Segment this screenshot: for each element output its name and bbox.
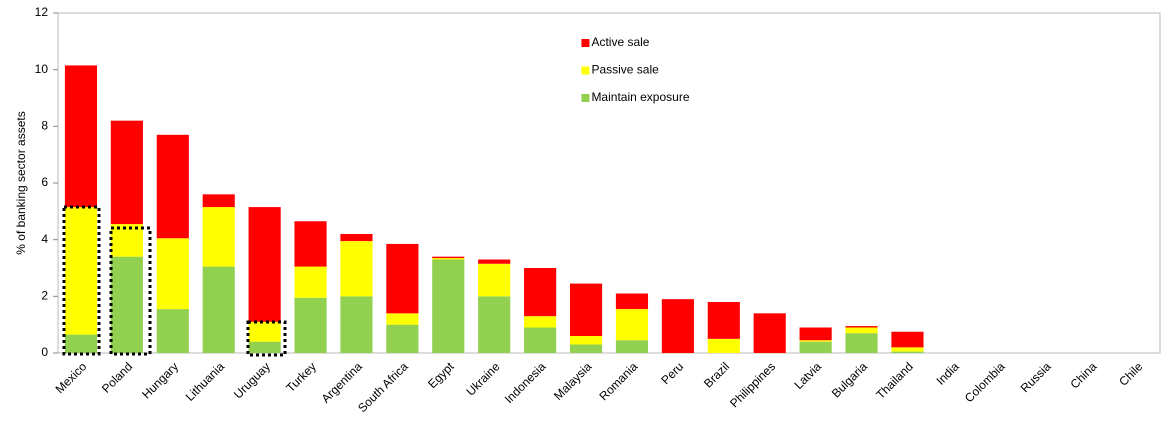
bar-segment [753, 313, 786, 353]
y-tick-label: 4 [41, 232, 48, 246]
bar-segment [799, 340, 832, 342]
bar-segment [294, 297, 327, 353]
bar-segment [845, 326, 878, 328]
bar-segment [799, 341, 832, 353]
bar-segment [707, 302, 740, 339]
x-tick-label: Lithuania [183, 359, 228, 404]
bar-segment [156, 309, 189, 353]
legend-label: Passive sale [591, 63, 659, 77]
bar-segment [156, 134, 189, 239]
x-tick-label: Bulgaria [829, 359, 870, 400]
x-tick-label: Latvia [791, 359, 824, 392]
highlight-box [246, 320, 287, 357]
bar-segment [478, 263, 511, 297]
bar-segment [524, 268, 557, 317]
y-tick-label: 8 [41, 119, 48, 133]
bar-segment [386, 324, 419, 353]
x-tick-label: Mexico [53, 359, 90, 396]
bar-segment [524, 316, 557, 328]
legend-swatch [581, 66, 590, 75]
y-tick-label: 12 [35, 5, 49, 19]
bar-segment [432, 258, 465, 260]
bar-segment [340, 241, 373, 297]
bar-segment [845, 333, 878, 353]
highlight-boxes [62, 205, 287, 357]
bar-segment [202, 194, 235, 208]
bar-segment [110, 256, 143, 353]
x-tick-label: India [933, 359, 962, 388]
x-tick-label: Turkey [283, 359, 319, 395]
highlight-box [109, 226, 152, 356]
x-tick-label: Russia [1018, 359, 1054, 395]
y-tick-label: 0 [41, 345, 48, 359]
bar-segment [432, 259, 465, 353]
bar-segment [569, 283, 603, 336]
y-tick-label: 6 [41, 175, 48, 189]
x-tick-label: Brazil [701, 359, 732, 390]
bar-segment [340, 234, 373, 242]
bar-segment [248, 321, 281, 342]
bar-segment [891, 331, 924, 348]
bar-segment [64, 207, 98, 335]
x-tick-label: Malaysia [551, 359, 595, 403]
bar-segment [432, 256, 465, 259]
bar-segment [386, 313, 419, 325]
bar-segment [615, 309, 649, 341]
bar-segment [615, 340, 649, 353]
bar-segment [891, 351, 924, 353]
bar-segment [524, 327, 557, 353]
bar-segment [202, 266, 235, 353]
x-tick-label: Peru [658, 359, 686, 387]
bar-segment [569, 344, 603, 353]
bar-segment [478, 296, 511, 353]
legend-swatch [581, 94, 590, 102]
x-tick-label: Philippines [727, 359, 778, 410]
bar-segment [569, 336, 603, 345]
y-axis-label: % of banking sector assets [14, 111, 28, 254]
x-tick-label: Hungary [139, 359, 181, 401]
bar-segment [478, 259, 511, 264]
x-tick-label: Poland [99, 359, 135, 395]
y-tick-label: 10 [35, 62, 49, 76]
bar-segment [248, 207, 281, 322]
x-tick-label: Colombia [962, 359, 1008, 405]
bar-segment [248, 341, 281, 353]
x-tick-label: Thailand [873, 359, 915, 401]
bar-segment [202, 207, 235, 267]
x-tick-label: Ukraine [463, 359, 502, 398]
highlight-box [62, 205, 101, 356]
x-tick-label: Uruguay [231, 359, 273, 401]
bar-segment [386, 243, 419, 314]
bar-segment [615, 293, 649, 310]
bar-segment [845, 327, 878, 334]
x-tick-label: South Africa [355, 359, 411, 415]
bar-segment [110, 120, 143, 225]
x-tick-label: China [1067, 359, 1099, 391]
bar-segment [110, 224, 143, 257]
bar-segment [64, 65, 98, 208]
y-tick-label: 2 [41, 289, 48, 303]
bar-segment [294, 266, 327, 298]
legend-swatch [581, 39, 590, 47]
bar-segment [294, 221, 327, 267]
bar-segment [661, 299, 694, 353]
x-tick-label: Romania [596, 359, 640, 403]
legend-label: Maintain exposure [591, 90, 689, 104]
bar-segment [799, 327, 832, 341]
bar-segment [156, 238, 189, 310]
x-tick-label: Argentina [319, 359, 365, 405]
bar-segment [64, 334, 98, 353]
bar-segment [891, 347, 924, 352]
legend-label: Active sale [591, 35, 649, 49]
x-tick-label: Egypt [425, 359, 457, 391]
bar-segment [340, 296, 373, 353]
bar-segment [707, 338, 740, 353]
x-tick-label: Chile [1116, 359, 1145, 388]
x-tick-label: Indonesia [502, 359, 549, 406]
